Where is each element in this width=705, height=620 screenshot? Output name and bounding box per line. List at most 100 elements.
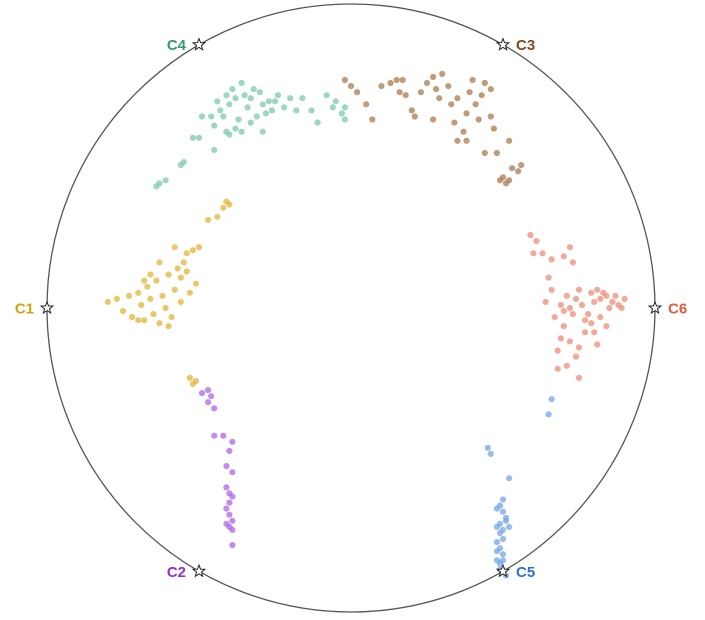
point-c3 — [506, 177, 513, 184]
point-c4 — [271, 98, 279, 105]
point-c3 — [433, 86, 440, 93]
point-c3 — [463, 110, 470, 117]
point-c6 — [560, 307, 567, 315]
point-c3 — [481, 79, 488, 87]
anchor-star-c5 — [495, 563, 511, 578]
point-c2 — [220, 432, 227, 439]
anchors-layer: C1 C2 C3 C4 C5 C6 — [15, 37, 687, 581]
point-c1 — [144, 283, 151, 290]
point-c6 — [560, 323, 567, 330]
point-c2 — [205, 399, 212, 406]
point-c6 — [563, 292, 570, 299]
point-c6 — [527, 231, 534, 239]
point-c6 — [539, 250, 546, 257]
point-c6 — [597, 295, 604, 302]
point-c3 — [399, 76, 406, 84]
point-c1 — [180, 259, 187, 266]
point-c4 — [308, 107, 315, 114]
point-c4 — [162, 177, 169, 184]
point-c3 — [423, 79, 431, 87]
point-c2 — [211, 405, 218, 412]
point-c2 — [223, 520, 230, 527]
point-c4 — [256, 89, 263, 96]
point-c2 — [229, 438, 236, 445]
point-c4 — [262, 110, 269, 117]
point-c3 — [515, 168, 522, 175]
point-c4 — [208, 113, 215, 120]
point-c6 — [612, 292, 619, 299]
point-c2 — [229, 542, 236, 549]
point-c2 — [226, 511, 233, 518]
point-c1 — [119, 307, 127, 315]
point-c4 — [293, 107, 300, 114]
point-c5 — [545, 411, 552, 418]
point-c5 — [499, 535, 507, 543]
point-c6 — [569, 311, 577, 318]
point-c4 — [198, 113, 206, 120]
point-c4 — [232, 125, 239, 132]
point-c6 — [606, 304, 613, 312]
point-c5 — [548, 396, 555, 403]
anchor-label-c5: C5 — [516, 564, 535, 581]
point-c5 — [493, 539, 500, 546]
anchor-label-c1: C1 — [15, 301, 34, 318]
point-c6 — [566, 304, 574, 312]
point-c3 — [508, 165, 516, 172]
point-c1 — [165, 271, 172, 278]
point-c3 — [487, 86, 494, 93]
point-c4 — [235, 116, 242, 123]
point-c3 — [430, 116, 437, 123]
point-c4 — [229, 86, 236, 93]
point-c1 — [156, 320, 163, 327]
point-c1 — [177, 298, 184, 305]
point-c4 — [241, 92, 248, 99]
point-c1 — [205, 216, 212, 223]
point-c4 — [220, 113, 227, 120]
point-c1 — [138, 301, 145, 309]
point-c4 — [180, 159, 187, 166]
point-c4 — [329, 104, 336, 111]
point-c6 — [566, 338, 574, 345]
point-c4 — [223, 92, 230, 99]
point-c3 — [341, 76, 348, 84]
point-c3 — [460, 128, 467, 135]
point-c4 — [156, 180, 163, 187]
point-c1 — [153, 277, 160, 284]
point-c4 — [238, 79, 245, 87]
point-c2 — [229, 469, 236, 476]
point-c5 — [493, 523, 500, 531]
point-c5 — [499, 557, 507, 564]
point-c4 — [259, 101, 266, 108]
point-c4 — [265, 98, 272, 105]
point-c4 — [195, 134, 203, 141]
point-c6 — [591, 298, 598, 305]
point-c6 — [575, 344, 583, 351]
point-c6 — [582, 329, 589, 336]
point-c6 — [597, 314, 604, 321]
point-c3 — [430, 73, 437, 81]
point-c3 — [354, 89, 361, 96]
point-c3 — [347, 83, 355, 90]
point-c6 — [572, 353, 580, 360]
point-c3 — [487, 113, 494, 120]
point-c1 — [126, 292, 133, 299]
point-c3 — [396, 89, 403, 96]
point-c4 — [217, 107, 224, 114]
point-c3 — [493, 149, 500, 157]
anchor-star-c2 — [191, 563, 207, 578]
point-c6 — [572, 295, 580, 302]
point-c3 — [454, 137, 461, 144]
point-c6 — [588, 289, 595, 296]
point-c6 — [621, 295, 628, 302]
point-c1 — [141, 277, 148, 284]
point-c1 — [189, 247, 196, 254]
point-c5 — [499, 551, 507, 558]
point-c3 — [369, 116, 376, 123]
point-c1 — [171, 286, 178, 293]
point-c1 — [129, 314, 136, 321]
point-c5 — [506, 475, 513, 482]
point-c2 — [223, 505, 230, 512]
point-c4 — [341, 104, 348, 111]
point-c3 — [445, 83, 452, 90]
point-c6 — [533, 238, 540, 245]
